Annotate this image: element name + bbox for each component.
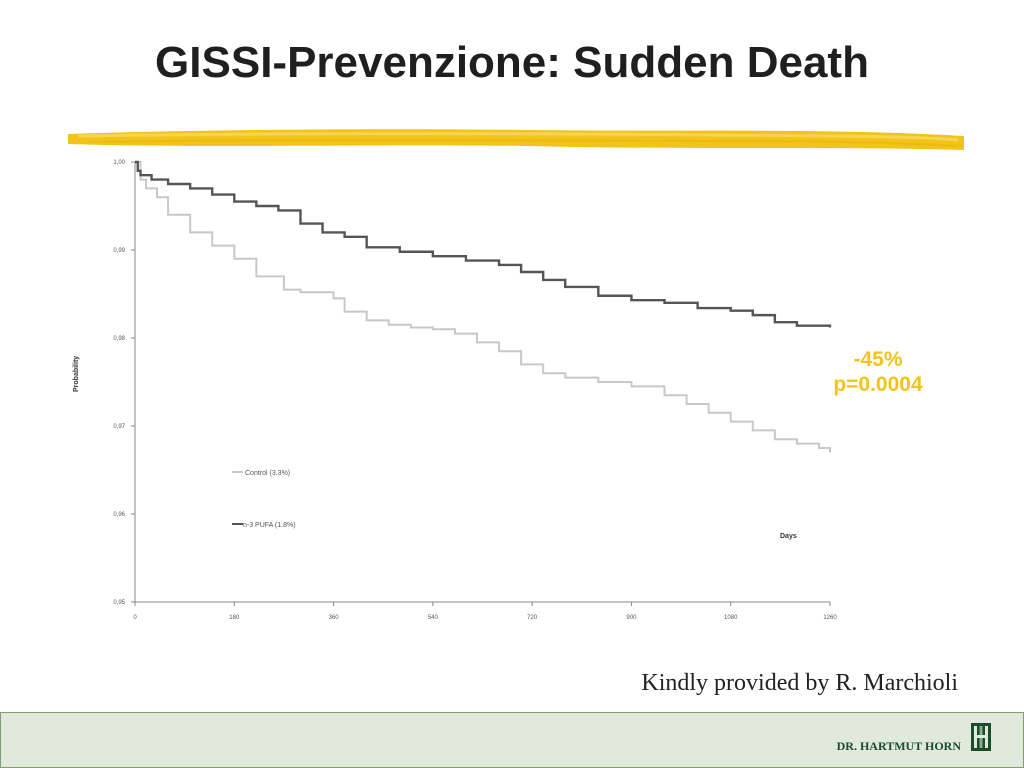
x-tick-label: 900 bbox=[626, 615, 637, 621]
x-tick-label: 540 bbox=[428, 615, 439, 621]
y-tick-label: 0,99 bbox=[113, 248, 125, 254]
p-value: p=0.0004 bbox=[833, 373, 923, 396]
axis-ticks: 0 180 360 540 720 900 1080 1260 0,95 0,96 0,97 0,98… bbox=[113, 160, 837, 621]
footer-bar: DR. HARTMUT HORN bbox=[0, 712, 1024, 768]
survival-curves bbox=[135, 160, 832, 453]
y-axis-label: Probability bbox=[73, 356, 80, 392]
y-tick-label: 1,00 bbox=[113, 160, 125, 166]
credit-line: Kindly provided by R. Marchioli bbox=[641, 670, 958, 696]
footer-author: DR. HARTMUT HORN bbox=[836, 739, 961, 753]
hh-logo-icon bbox=[971, 723, 991, 751]
x-tick-label: 720 bbox=[527, 615, 538, 621]
y-tick-label: 0,96 bbox=[113, 512, 125, 518]
y-tick-label: 0,97 bbox=[113, 424, 125, 430]
x-tick-label: 0 bbox=[133, 615, 137, 621]
x-tick-label: 360 bbox=[329, 615, 340, 621]
highlighter-stroke bbox=[68, 129, 964, 150]
slide-title: GISSI-Prevenzione: Sudden Death bbox=[155, 38, 869, 87]
legend-label-pufa: n-3 PUFA (1.8%) bbox=[243, 522, 296, 529]
y-tick-label: 0,98 bbox=[113, 336, 125, 342]
risk-reduction-annotation: -45% p=0.0004 bbox=[808, 347, 948, 397]
y-tick-label: 0,95 bbox=[113, 600, 125, 606]
x-axis-label: Days bbox=[780, 533, 797, 540]
x-tick-label: 1080 bbox=[724, 615, 738, 621]
reduction-percent: -45% bbox=[853, 348, 903, 371]
pufa-curve bbox=[135, 160, 832, 328]
chart-legend: Control (3.3%) n-3 PUFA (1.8%) bbox=[232, 470, 296, 529]
legend-label-control: Control (3.3%) bbox=[245, 470, 290, 477]
survival-chart: 0 180 360 540 720 900 1080 1260 0,95 0,96 0,97 0,98… bbox=[73, 160, 837, 621]
x-tick-label: 180 bbox=[229, 615, 240, 621]
control-curve bbox=[135, 161, 831, 453]
x-tick-label: 1260 bbox=[823, 615, 837, 621]
